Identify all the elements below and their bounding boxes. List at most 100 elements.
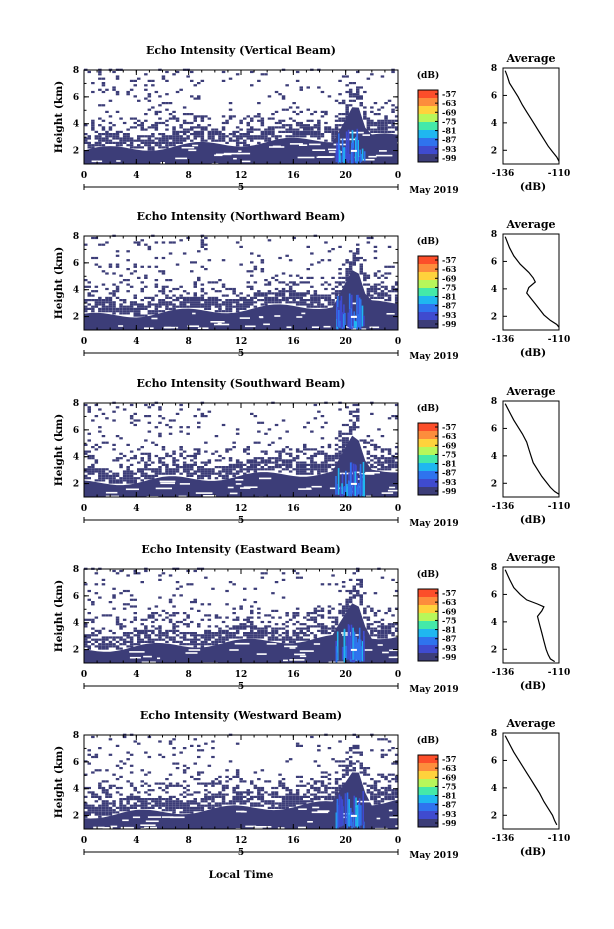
echo-cell — [380, 625, 385, 628]
echo-cell — [197, 126, 201, 129]
echo-cell — [331, 627, 335, 630]
echo-cell — [394, 106, 399, 109]
echo-cell — [204, 782, 208, 785]
echo-cell — [108, 310, 113, 313]
echo-cell — [126, 470, 130, 473]
echo-cell — [370, 124, 374, 127]
echo-cell — [235, 310, 240, 313]
echo-cell — [161, 287, 166, 291]
echo-cell — [225, 307, 229, 310]
echo-cell — [84, 468, 88, 471]
echo-cell — [165, 809, 169, 812]
echo-cell — [204, 301, 208, 304]
echo-cell — [267, 636, 272, 639]
echo-cell — [292, 283, 296, 286]
echo-cell — [108, 265, 113, 268]
rain-echo — [335, 624, 365, 663]
echo-cell — [144, 452, 148, 455]
echo-cell — [278, 454, 282, 458]
echo-cell — [147, 146, 152, 149]
echo-cell — [285, 625, 289, 628]
echo-cell — [377, 121, 381, 125]
echo-cell — [250, 270, 254, 273]
echo-cell — [317, 299, 321, 302]
rain-streak — [358, 627, 361, 662]
echo-cell — [193, 133, 197, 136]
echo-cell — [373, 448, 378, 451]
echo-cell — [292, 804, 296, 807]
echo-gap — [161, 816, 174, 818]
echo-gap — [328, 148, 337, 151]
echo-cell — [235, 432, 240, 435]
echo-cell — [239, 623, 243, 626]
echo-cells — [84, 234, 399, 332]
echo-cell — [172, 135, 176, 138]
echo-gap — [283, 659, 288, 662]
echo-cell — [101, 468, 106, 471]
echo-cell — [306, 795, 310, 798]
echo-cell — [204, 248, 208, 251]
echo-cell — [267, 133, 272, 136]
bright-spot — [350, 814, 357, 817]
colorbar-unit: (dB) — [417, 569, 439, 580]
echo-cell — [391, 789, 395, 792]
echo-cell — [105, 804, 109, 807]
echo-cell — [204, 268, 208, 271]
echo-cell — [370, 443, 374, 446]
echo-cell — [303, 800, 307, 803]
echo-cell — [179, 430, 183, 433]
echo-cell — [94, 137, 99, 140]
echo-cell — [165, 144, 169, 147]
echo-cell — [179, 452, 183, 455]
echo-cell — [306, 634, 310, 637]
echo-cell — [324, 121, 328, 125]
echo-cell — [288, 106, 293, 109]
echo-cell — [204, 793, 208, 796]
echo-cell — [129, 472, 134, 475]
echo-cell — [182, 252, 187, 255]
echo-cell — [140, 472, 144, 475]
echo-cell — [108, 292, 113, 295]
echo-cell — [140, 239, 144, 242]
echo-cell — [253, 786, 258, 790]
echo-cell — [317, 463, 321, 466]
echo-cell — [257, 789, 261, 792]
rain-streak — [358, 803, 360, 829]
echo-cell — [172, 419, 176, 422]
echo-cell — [239, 305, 243, 308]
echo-cell — [377, 292, 381, 295]
echo-cell — [94, 144, 99, 147]
echo-cell — [197, 115, 201, 118]
echo-cell — [98, 88, 102, 91]
echo-cell — [253, 804, 258, 807]
echo-cell — [112, 477, 116, 480]
echo-cell — [119, 627, 123, 630]
echo-cell — [225, 802, 229, 805]
echo-cell — [313, 620, 318, 624]
echo-cell — [151, 470, 155, 473]
echo-cell — [327, 793, 332, 796]
echo-cell — [112, 419, 116, 422]
echo-cell — [87, 432, 91, 435]
echo-cell — [154, 804, 159, 807]
echo-cell — [119, 479, 123, 482]
echo-cell — [137, 461, 141, 464]
echo-cell — [137, 800, 141, 803]
echo-cell — [168, 454, 173, 458]
echo-cell — [172, 115, 176, 118]
echo-cell — [101, 627, 106, 630]
echo-cell — [140, 305, 144, 308]
echo-cell — [211, 784, 215, 787]
echo-cell — [154, 468, 159, 471]
echo-cell — [197, 124, 201, 127]
echo-cell — [313, 786, 318, 790]
echo-cell — [193, 791, 197, 794]
echo-cell — [94, 443, 99, 446]
echo-cell — [154, 305, 159, 308]
echo-cell — [257, 137, 261, 140]
echo-cell — [172, 307, 176, 310]
echo-cell — [112, 70, 116, 74]
echo-cell — [200, 241, 205, 244]
echo-cell — [193, 261, 197, 264]
echo-cell — [94, 793, 99, 796]
